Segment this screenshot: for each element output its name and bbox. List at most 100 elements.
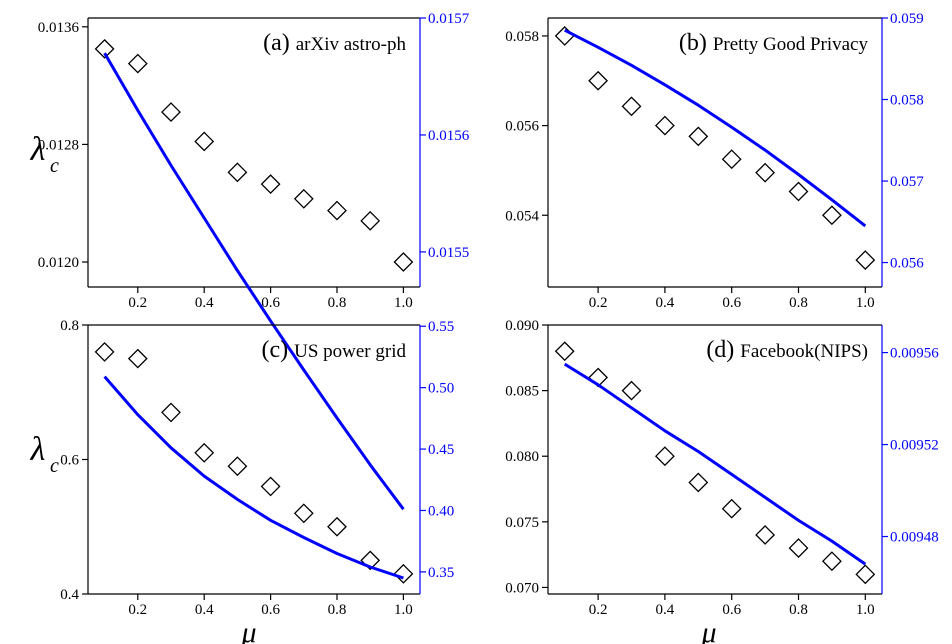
y-tick-label-right: 0.45	[428, 442, 454, 458]
y-tick-label-left: 0.080	[505, 449, 539, 465]
x-tick-label: 1.0	[394, 295, 413, 311]
data-point-diamond	[360, 210, 381, 231]
y-tick-label-right: 0.056	[890, 256, 924, 272]
x-tick-label: 0.8	[328, 295, 347, 311]
data-point-diamond	[621, 380, 642, 401]
data-point-diamond	[721, 498, 742, 519]
data-point-diamond	[721, 149, 742, 170]
series-line-right-axis	[563, 362, 867, 566]
panel-label: (c)	[261, 337, 294, 363]
data-point-diamond	[293, 503, 314, 524]
x-tick-label: 0.6	[722, 602, 741, 618]
x-tick-label: 0.4	[656, 602, 675, 618]
y-axis-label-sub: c	[50, 455, 59, 477]
chart-panel-d: 0.2 0.4 0.6 0.8 1.0 0.070 0.075 0.080 0.085 0.090…	[505, 318, 939, 618]
data-point-diamond	[260, 476, 281, 497]
y-tick-label-right: 0.00948	[890, 530, 939, 546]
y-tick-label-right: 0.0155	[428, 245, 469, 261]
y-axis-label-sub: c	[50, 155, 59, 177]
data-point-diamond	[293, 188, 314, 209]
series-line-right-axis	[564, 28, 867, 228]
x-tick-label: 0.8	[328, 602, 347, 618]
y-tick-label-left: 0.6	[60, 453, 79, 469]
panel-label: (b)	[679, 30, 713, 56]
y-tick-label-left: 0.0128	[38, 137, 79, 153]
data-point-diamond	[327, 516, 347, 537]
x-tick-label: 1.0	[394, 602, 413, 618]
data-point-diamond	[127, 348, 148, 369]
chart-panel-a: 0.2 0.4 0.6 0.8 1.0 0.0120 0.0128 0.0136 0.0155 0…	[38, 11, 470, 511]
data-point-diamond	[755, 525, 776, 545]
data-point-diamond	[788, 181, 809, 202]
panel-label: (d)	[706, 337, 740, 363]
y-axis-label-main: λ	[30, 431, 46, 468]
panel-annotation: (d) Facebook(NIPS)	[706, 337, 868, 363]
y-tick-label-left: 0.054	[505, 208, 539, 224]
y-tick-label-left: 0.058	[505, 29, 539, 45]
data-point-diamond	[588, 70, 609, 91]
y-tick-label-right: 0.40	[428, 503, 454, 519]
y-tick-label-right: 0.057	[890, 174, 924, 190]
x-tick-label: 0.8	[789, 602, 808, 618]
chart-panel-c: 0.2 0.4 0.6 0.8 1.0 0.4 0.6 0.8 0.35 0.40 0.45 0.50…	[60, 318, 454, 618]
panels: 0.2 0.4 0.6 0.8 1.0 0.0120 0.0128 0.0136 0.0155 0…	[38, 11, 940, 618]
data-point-diamond	[227, 162, 248, 183]
y-tick-label-left: 0.090	[505, 318, 539, 334]
data-point-diamond	[855, 564, 876, 585]
data-point-diamond	[821, 551, 842, 572]
y-tick-label-right: 0.0156	[428, 128, 470, 144]
data-point-diamond	[855, 250, 876, 271]
y-tick-label-right: 0.35	[428, 565, 454, 581]
x-axis-label-left: μ	[240, 616, 256, 644]
y-tick-label-right: 0.058	[890, 93, 924, 109]
data-point-diamond	[654, 446, 675, 467]
x-tick-label: 1.0	[856, 602, 875, 618]
x-axis-label-right: μ	[700, 616, 716, 644]
data-point-diamond	[94, 341, 115, 362]
y-tick-label-left: 0.0120	[38, 255, 79, 271]
panel-title: US power grid	[294, 341, 406, 362]
data-point-diamond	[554, 341, 575, 362]
data-point-diamond	[260, 174, 281, 195]
y-tick-label-left: 0.056	[505, 119, 539, 135]
data-point-diamond	[94, 38, 115, 59]
data-point-diamond	[227, 456, 248, 477]
x-tick-label: 0.2	[128, 295, 147, 311]
y-tick-label-right: 0.50	[428, 381, 454, 397]
y-axis-label-bottom: λ c	[30, 431, 59, 477]
panel-title: Facebook(NIPS)	[740, 341, 868, 362]
data-point-diamond	[788, 538, 809, 558]
y-tick-label-right: 0.55	[428, 319, 454, 335]
data-point-diamond	[821, 205, 842, 226]
data-point-diamond	[161, 402, 181, 423]
data-point-diamond	[393, 252, 414, 272]
x-tick-label: 0.2	[589, 295, 608, 311]
y-tick-label-right: 0.059	[890, 11, 924, 27]
y-tick-label-right: 0.0157	[428, 11, 470, 27]
y-tick-label-left: 0.4	[60, 587, 79, 603]
y-tick-label-left: 0.8	[60, 318, 79, 334]
panel-annotation: (a) arXiv astro-ph	[263, 30, 406, 56]
x-tick-label: 0.2	[589, 602, 608, 618]
data-point-diamond	[161, 102, 181, 122]
panel-title: Pretty Good Privacy	[713, 34, 869, 55]
x-tick-label: 0.2	[128, 602, 147, 618]
panel-title: arXiv astro-ph	[296, 34, 407, 55]
data-point-diamond	[755, 162, 776, 183]
y-tick-label-left: 0.075	[505, 515, 539, 531]
y-tick-label-left: 0.0136	[38, 20, 80, 36]
panel-annotation: (c) US power grid	[261, 337, 406, 363]
data-point-diamond	[327, 200, 347, 221]
chart-panel-b: 0.2 0.4 0.6 0.8 1.0 0.054 0.056 0.058 0.056 0.057…	[505, 11, 924, 311]
x-tick-label: 1.0	[856, 295, 875, 311]
data-point-diamond	[688, 126, 709, 147]
data-point-diamond	[688, 472, 709, 493]
data-point-diamond	[554, 26, 575, 46]
data-point-diamond	[194, 442, 215, 463]
x-tick-label: 0.6	[722, 295, 741, 311]
series-line-right-axis	[103, 52, 405, 511]
y-axis-label-top: λ c	[30, 131, 59, 177]
x-tick-label: 0.6	[261, 602, 280, 618]
x-tick-label: 0.4	[195, 295, 214, 311]
